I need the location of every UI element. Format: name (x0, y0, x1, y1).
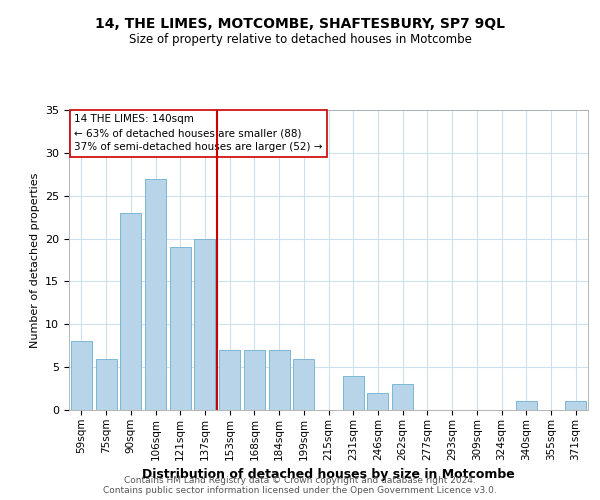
Bar (244, 350, 265, 410)
Bar (170, 247, 191, 410)
Bar (71, 342, 92, 410)
Y-axis label: Number of detached properties: Number of detached properties (29, 172, 40, 348)
Text: Size of property relative to detached houses in Motcombe: Size of property relative to detached ho… (128, 32, 472, 46)
Text: Contains HM Land Registry data © Crown copyright and database right 2024.: Contains HM Land Registry data © Crown c… (124, 476, 476, 485)
X-axis label: Distribution of detached houses by size in Motcombe: Distribution of detached houses by size … (142, 468, 515, 481)
Bar (392, 384, 413, 410)
Text: 14, THE LIMES, MOTCOMBE, SHAFTESBURY, SP7 9QL: 14, THE LIMES, MOTCOMBE, SHAFTESBURY, SP… (95, 18, 505, 32)
Bar (343, 376, 364, 410)
Bar (95, 358, 116, 410)
Bar (293, 358, 314, 410)
Bar (194, 238, 215, 410)
Bar (219, 350, 240, 410)
Bar (516, 402, 537, 410)
Text: Contains public sector information licensed under the Open Government Licence v3: Contains public sector information licen… (103, 486, 497, 495)
Bar (565, 402, 586, 410)
Bar (269, 350, 290, 410)
Bar (367, 393, 388, 410)
Bar (145, 178, 166, 410)
Bar (120, 213, 141, 410)
Text: 14 THE LIMES: 140sqm
← 63% of detached houses are smaller (88)
37% of semi-detac: 14 THE LIMES: 140sqm ← 63% of detached h… (74, 114, 323, 152)
